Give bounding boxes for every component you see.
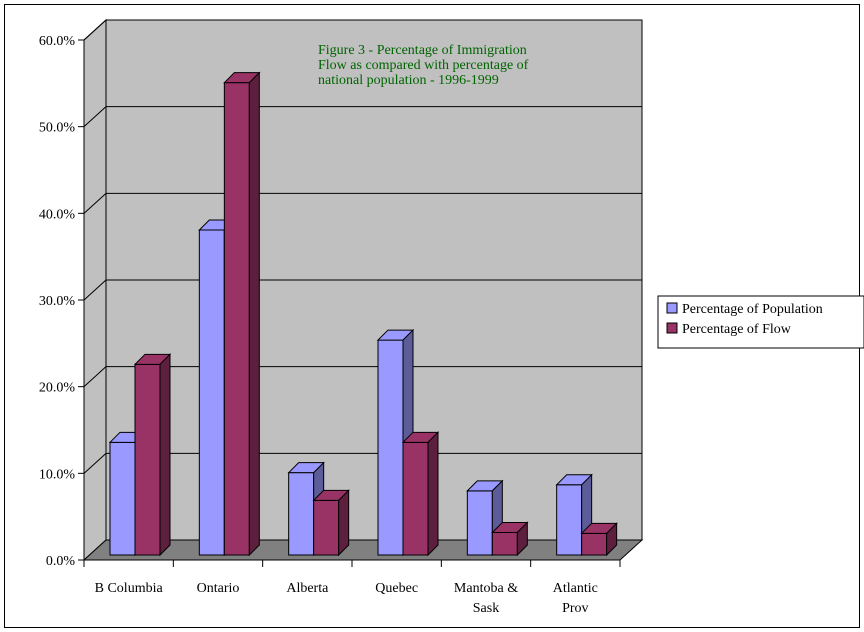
bar-front: [581, 532, 608, 556]
y-tick-label: 30.0%: [39, 294, 76, 309]
bar-flow: [491, 521, 529, 557]
bar-front: [491, 531, 518, 556]
chart-title: Figure 3 - Percentage of ImmigrationFlow…: [318, 43, 529, 88]
gridline-side: [83, 452, 107, 474]
x-tick-label-line: Sask: [473, 601, 499, 616]
bar-flow: [223, 71, 261, 557]
axes: [78, 39, 621, 567]
bar-front: [223, 82, 250, 556]
y-tick-label: 40.0%: [39, 207, 76, 222]
x-tick-label-line: Prov: [562, 601, 588, 616]
y-tick-label: 50.0%: [39, 121, 76, 136]
bar-side: [606, 522, 618, 557]
bar-population: [466, 479, 504, 557]
bar-front: [288, 472, 315, 556]
gridlines: [83, 19, 642, 474]
legend-label: Percentage of Flow: [682, 322, 792, 337]
x-tick-labels: B Columbia Ontario Alberta Quebec Mantoba & S…: [95, 581, 598, 616]
gridline-side: [83, 106, 107, 128]
bar-flow: [312, 489, 350, 557]
x-tick-label: Ontario: [197, 581, 240, 596]
x-tick-label: Alberta: [286, 581, 329, 596]
x-tick-label: B Columbia: [95, 581, 164, 596]
x-tick-label-line: Atlantic: [553, 581, 598, 596]
gridline-side: [83, 279, 107, 301]
bar-front: [377, 339, 404, 556]
y-tick-label: 10.0%: [39, 467, 76, 482]
chart-title-line: national population - 1996-1999: [318, 73, 499, 88]
x-tick-label-line: Alberta: [286, 581, 329, 596]
bar-front: [466, 490, 493, 556]
bar-front: [198, 229, 225, 556]
x-tick-label-line: Quebec: [375, 581, 418, 596]
y-tick-label: 60.0%: [39, 34, 76, 49]
bar-side: [338, 489, 350, 557]
y-tick-label: 0.0%: [46, 554, 76, 569]
x-tick-label-line: B Columbia: [95, 581, 164, 596]
legend-label: Percentage of Population: [682, 302, 823, 317]
bar-side: [516, 521, 528, 557]
bar-side: [427, 431, 439, 557]
bar-flow: [133, 353, 172, 557]
gridline-side: [83, 192, 107, 214]
bar-front: [313, 499, 340, 556]
x-tick-label: Mantoba & Sask: [454, 581, 518, 616]
bar-front: [402, 441, 429, 556]
legend-box: [657, 295, 864, 349]
x-tick-label: Quebec: [375, 581, 418, 596]
legend: Percentage of Population Percentage of Fl…: [657, 295, 864, 349]
x-tick-label: Atlantic Prov: [553, 581, 598, 616]
chart-title-line: Flow as compared with percentage of: [318, 58, 529, 73]
y-tick-labels: 0.0% 10.0% 20.0% 30.0% 40.0% 50.0% 60.0%: [39, 34, 76, 569]
legend-swatch: [666, 322, 678, 334]
bar-front: [109, 441, 136, 556]
x-tick-label-line: Ontario: [197, 581, 240, 596]
legend-swatch: [666, 302, 678, 314]
bar-flow: [580, 522, 618, 557]
bar-side: [159, 353, 171, 557]
bar-side: [248, 71, 260, 557]
x-tick-label-line: Mantoba &: [454, 581, 518, 596]
gridline-side: [83, 366, 107, 388]
y-tick-label: 20.0%: [39, 381, 76, 396]
bar-front: [134, 363, 161, 556]
bar-front: [556, 484, 583, 556]
bar-flow: [401, 431, 440, 557]
bars: [108, 71, 618, 557]
chart-title-line: Figure 3 - Percentage of Immigration: [318, 43, 527, 58]
gridline-side: [83, 19, 107, 41]
